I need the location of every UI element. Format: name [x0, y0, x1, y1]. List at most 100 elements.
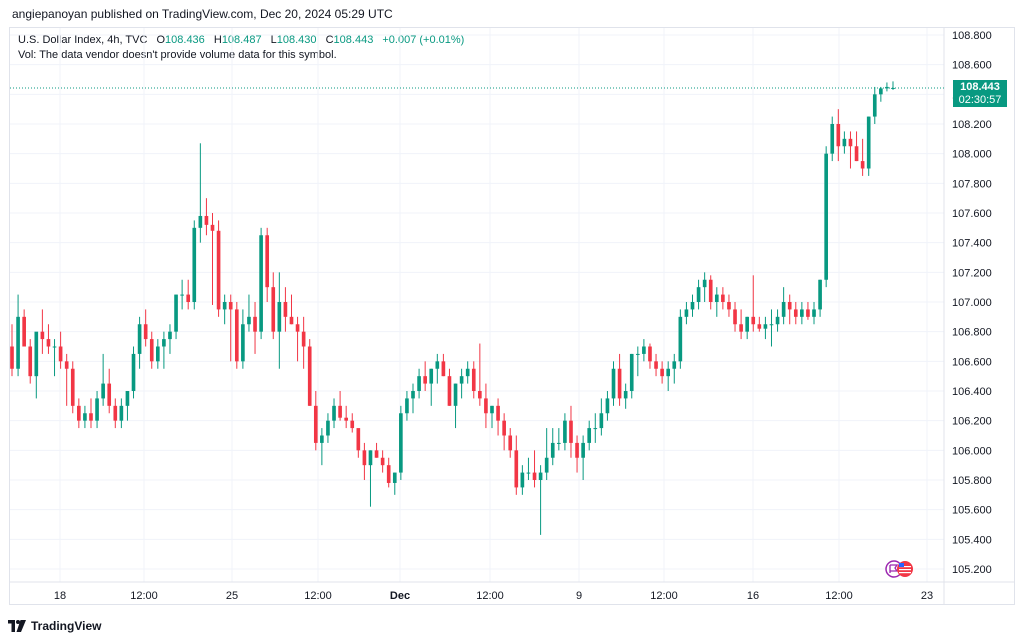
candle-body [64, 361, 69, 369]
candle-body [575, 442, 579, 458]
candle-body [860, 161, 865, 169]
candle-body [563, 420, 567, 443]
y-tick-label: 105.800 [952, 475, 992, 487]
candle-body [277, 302, 282, 332]
candle-body [635, 353, 640, 355]
footer-brand[interactable]: TradingView [8, 617, 101, 635]
candle-body [793, 309, 798, 317]
candle-body [326, 420, 330, 436]
y-tick-label: 107.200 [952, 267, 992, 279]
candle-body [611, 368, 616, 399]
candle-body [10, 346, 14, 369]
candle-body [289, 316, 294, 325]
candle-body [131, 353, 136, 391]
footer-brand-text: TradingView [31, 619, 102, 633]
candle-body [733, 309, 737, 325]
candle-body [332, 405, 336, 421]
candle-body [119, 405, 124, 421]
candle-body [89, 413, 93, 421]
candle-body [836, 124, 841, 147]
candle-body [465, 368, 470, 377]
candle-body [666, 368, 671, 377]
candle-body [484, 398, 488, 414]
candle-body [301, 331, 306, 347]
candle-body [842, 138, 847, 147]
candle-body [417, 376, 421, 391]
tradingview-logo-icon [8, 620, 26, 632]
x-tick-label: 16 [747, 590, 759, 602]
candle-body [435, 361, 440, 369]
candle-body [557, 442, 561, 444]
candle-body [107, 383, 112, 406]
candle-body [684, 309, 689, 317]
candle-body [891, 87, 895, 89]
y-tick-label: 108.200 [952, 119, 992, 131]
flag-badge-icon[interactable] [885, 560, 915, 578]
x-tick-label: 12:00 [825, 590, 853, 602]
candle-body [411, 391, 415, 399]
candle-body [83, 413, 87, 421]
candle-body [143, 324, 148, 340]
close-value: 108.443 [333, 34, 374, 46]
candle-body [581, 442, 585, 458]
candle-body [222, 302, 227, 310]
candle-body [22, 316, 26, 347]
candle-body [496, 405, 500, 421]
candle-body [155, 346, 160, 362]
candle-body [739, 324, 743, 332]
candle-body [508, 435, 513, 451]
candle-body [95, 398, 99, 421]
candle-body [642, 346, 646, 354]
candle-body [690, 302, 695, 310]
y-tick-label: 105.200 [952, 564, 992, 576]
candle-body [471, 368, 476, 391]
candle-body [283, 302, 288, 317]
candle-body [168, 331, 172, 340]
candle-body [818, 279, 822, 310]
x-tick-label: 12:00 [650, 590, 678, 602]
candle-body [253, 316, 257, 332]
candle-body [812, 309, 816, 317]
candle-body [593, 428, 598, 430]
candle-body [824, 153, 828, 280]
candle-body [727, 302, 731, 310]
candle-body [763, 324, 768, 329]
candle-body [520, 472, 525, 488]
y-tick-label: 106.400 [952, 386, 992, 398]
open-value: 108.436 [165, 34, 205, 46]
symbol-name[interactable]: U.S. Dollar Index, 4h, TVC [18, 34, 148, 46]
symbol-legend: U.S. Dollar Index, 4h, TVC O108.436 H 108… [18, 33, 464, 63]
candle-body [368, 450, 373, 466]
candle-body [654, 361, 658, 369]
candle-body [648, 346, 652, 362]
y-tick-label: 107.400 [952, 238, 992, 250]
x-tick-label: Dec [390, 590, 410, 602]
candle-body [544, 457, 549, 473]
x-tick-label: 25 [226, 590, 238, 602]
candle-body [210, 224, 215, 231]
candle-body [532, 472, 537, 480]
candle-body [605, 398, 610, 414]
candle-body [660, 368, 664, 377]
x-tick-label: 18 [54, 590, 66, 602]
candle-body [162, 339, 166, 347]
candle-body [879, 88, 883, 95]
chart-frame [9, 27, 1015, 605]
candle-body [259, 235, 263, 332]
candle-body [599, 413, 604, 429]
candle-body [769, 324, 774, 326]
candle-body [216, 230, 221, 310]
publish-header: angiepanoyan published on TradingView.co… [12, 7, 393, 21]
candle-body [34, 331, 39, 377]
candle-body [28, 346, 33, 377]
candle-body [234, 309, 239, 362]
x-tick-label: 12:00 [476, 590, 504, 602]
candle-body [405, 398, 409, 414]
candle-body [806, 309, 810, 317]
y-tick-label: 106.200 [952, 416, 992, 428]
candle-body [125, 391, 130, 406]
candle-body [344, 417, 348, 421]
y-tick-label: 106.800 [952, 327, 992, 339]
candle-body [830, 124, 835, 154]
